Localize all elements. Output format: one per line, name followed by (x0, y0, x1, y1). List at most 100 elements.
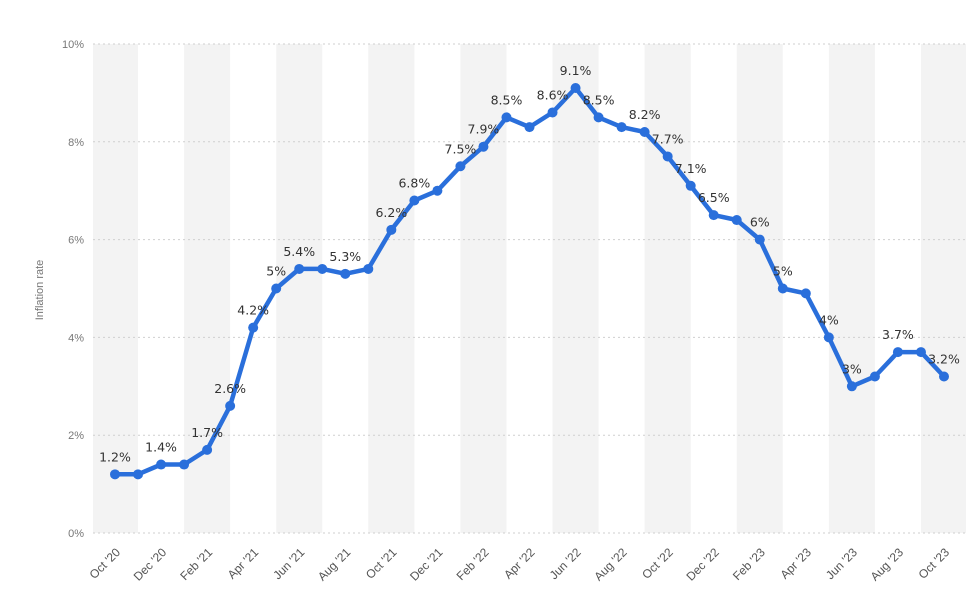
x-tick-label: Aug '23 (868, 545, 907, 584)
data-label: 7.1% (675, 161, 707, 176)
data-label: 5% (773, 264, 793, 279)
x-tick-label: Oct '23 (916, 545, 953, 582)
x-tick-label: Oct '22 (639, 545, 676, 582)
data-point (432, 185, 443, 196)
data-point (547, 107, 558, 118)
y-axis-label: Inflation rate (34, 260, 46, 321)
data-point (892, 347, 903, 358)
data-point (271, 283, 282, 294)
data-point (639, 127, 650, 138)
data-point (478, 141, 489, 152)
column-band (828, 44, 875, 533)
data-point (777, 283, 788, 294)
data-label: 8.5% (491, 92, 523, 107)
data-point (939, 371, 949, 382)
data-label: 1.4% (145, 440, 177, 455)
y-tick-label: 6% (68, 235, 84, 247)
data-label: 7.5% (445, 141, 477, 156)
x-tick-label: Apr '21 (225, 545, 262, 582)
x-tick-label: Aug '21 (315, 545, 354, 584)
data-label: 3.2% (928, 352, 960, 367)
y-tick-label: 4% (68, 332, 84, 344)
data-label: 6.5% (698, 190, 730, 205)
data-points (110, 83, 949, 480)
data-point (110, 469, 120, 480)
data-point (363, 263, 374, 274)
data-point (823, 332, 834, 343)
column-band (736, 44, 783, 533)
data-point (524, 122, 535, 133)
data-point (869, 371, 880, 382)
gridlines (93, 43, 966, 534)
x-tick-label: Feb '22 (454, 545, 492, 583)
data-label: 5.3% (329, 249, 361, 264)
data-point (386, 224, 397, 235)
x-axis-ticks: Oct '20 Dec '20 Feb '21 Apr '21 Jun '21 Aug '… (87, 545, 953, 584)
data-point (800, 288, 811, 299)
data-point (317, 263, 328, 274)
data-point (708, 210, 719, 221)
data-point (754, 234, 765, 245)
y-tick-label: 8% (68, 137, 84, 149)
data-label: 3% (842, 361, 862, 376)
data-point (570, 83, 581, 94)
data-label: 7.7% (652, 131, 684, 146)
data-point (846, 381, 857, 392)
x-tick-label: Oct '20 (87, 545, 124, 582)
x-tick-label: Oct '21 (363, 545, 400, 582)
column-band (368, 44, 415, 533)
data-point (915, 347, 926, 358)
data-point (156, 459, 167, 470)
y-tick-label: 10% (62, 39, 84, 51)
column-band (276, 44, 323, 533)
data-label: 5.4% (283, 244, 315, 259)
x-tick-label: Apr '22 (501, 545, 538, 582)
data-point (501, 112, 512, 123)
data-label: 9.1% (560, 63, 592, 78)
data-label: 3.7% (882, 327, 914, 342)
data-point (248, 322, 259, 333)
series-line (112, 85, 947, 477)
data-point (179, 459, 190, 470)
data-point (294, 263, 305, 274)
series-inflation-rate (112, 85, 947, 477)
data-point (340, 268, 351, 279)
column-band (920, 44, 966, 533)
data-point (133, 469, 144, 480)
x-tick-label: Jun '21 (270, 545, 307, 582)
column-bands (93, 44, 966, 533)
data-point (202, 444, 213, 455)
data-point (409, 195, 420, 206)
data-point (662, 151, 673, 162)
y-tick-label: 2% (68, 430, 84, 442)
data-label: 8.6% (537, 87, 569, 102)
x-tick-label: Aug '22 (591, 545, 630, 584)
data-label: 4% (819, 312, 839, 327)
column-band (552, 44, 599, 533)
data-point (731, 215, 742, 226)
data-label: 4.2% (237, 303, 269, 318)
x-tick-label: Apr '23 (777, 545, 814, 582)
data-point (593, 112, 604, 123)
x-tick-label: Dec '20 (131, 545, 170, 584)
x-tick-label: Jun '23 (823, 545, 860, 582)
data-label: 2.6% (214, 381, 246, 396)
data-label: 6.2% (375, 205, 407, 220)
data-label: 8.5% (583, 92, 615, 107)
data-point (225, 400, 236, 411)
data-label: 1.2% (99, 449, 131, 464)
x-tick-label: Dec '22 (683, 545, 722, 584)
column-band (93, 44, 139, 533)
x-tick-label: Jun '22 (547, 545, 584, 582)
x-tick-label: Feb '23 (730, 545, 768, 583)
data-labels: 1.2% 1.4% 1.7% 2.6% 4.2% 5% 5.4% 5.3% 6.2% 6.8% 7.… (99, 63, 960, 464)
data-label: 7.9% (468, 122, 500, 137)
data-label: 5% (266, 264, 286, 279)
data-label: 6% (750, 215, 770, 230)
data-point (685, 180, 696, 191)
column-band (644, 44, 691, 533)
y-axis-ticks: 0% 2% 4% 6% 8% 10% (62, 39, 84, 540)
y-tick-label: 0% (68, 528, 84, 540)
